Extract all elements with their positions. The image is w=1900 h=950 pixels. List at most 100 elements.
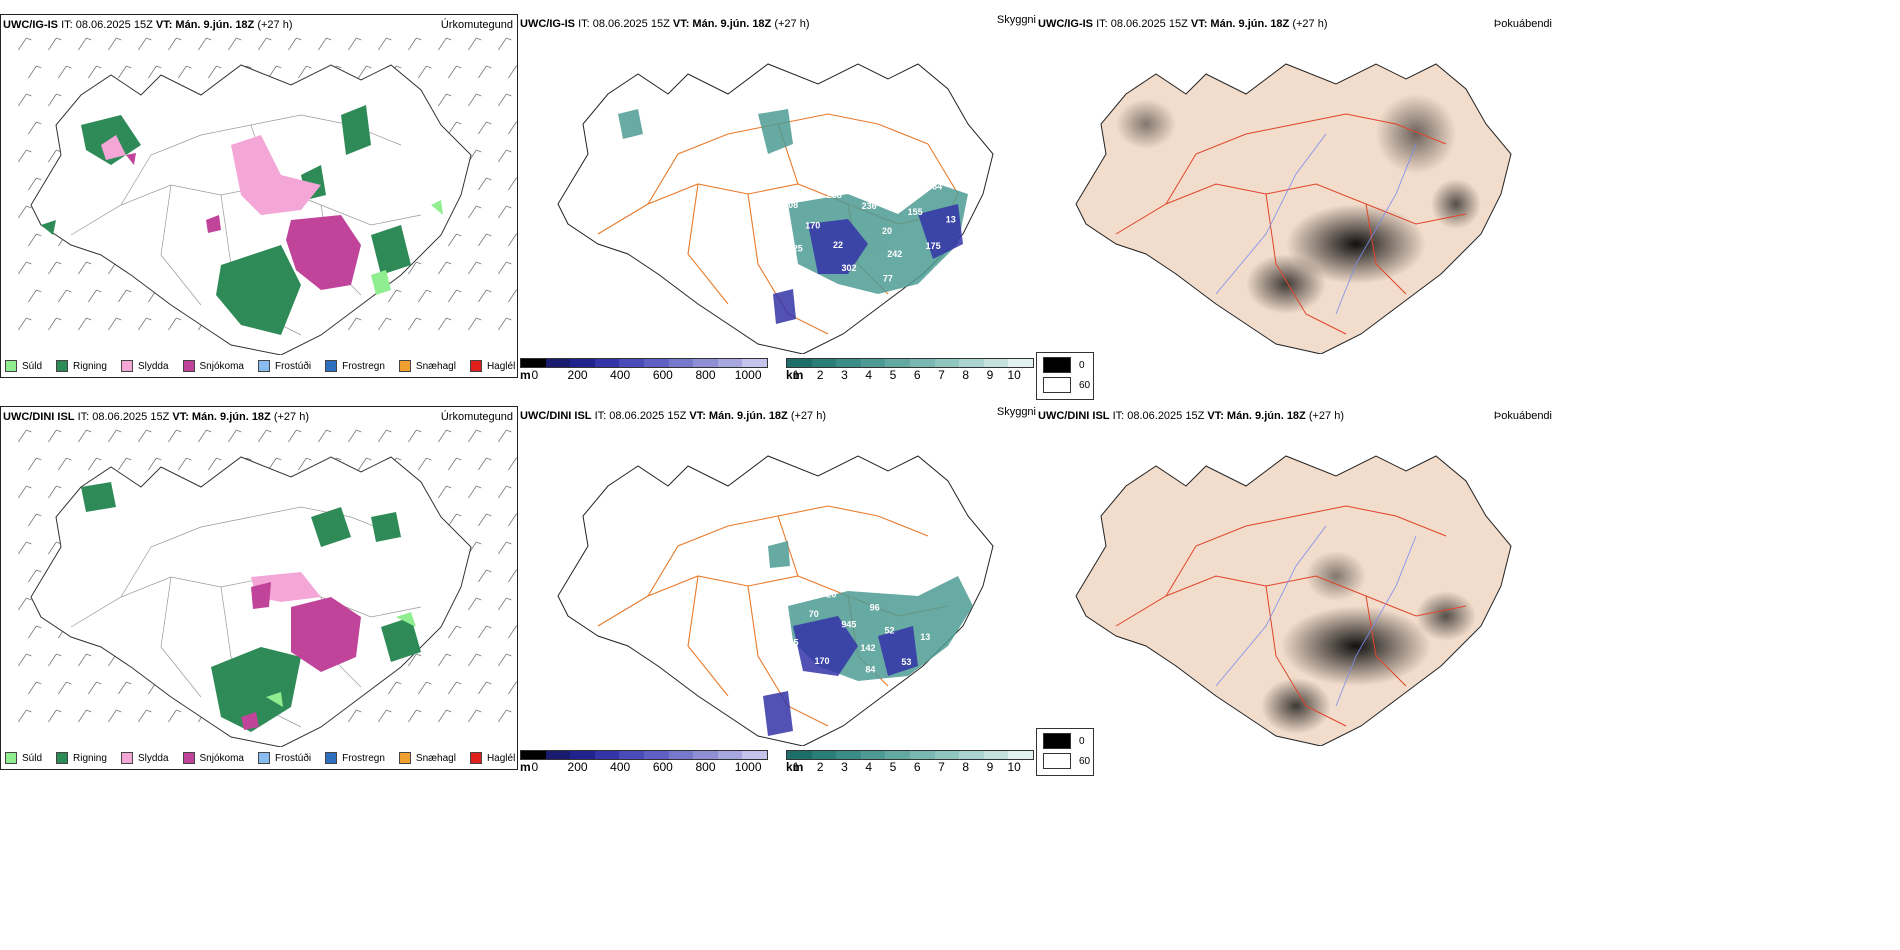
legend-label: Frostúði — [274, 752, 312, 764]
cloudbase-label: 89 — [853, 290, 863, 300]
wind-barb — [288, 37, 302, 51]
wind-barb — [498, 653, 512, 667]
colorbar-unit: m — [520, 760, 531, 774]
colorbar-tick: 0 — [531, 368, 539, 382]
legend-label: Haglél — [486, 752, 516, 764]
colorbar-cells — [786, 358, 1034, 368]
colorbar-cell — [693, 359, 718, 367]
cloudbase-label: 302 — [842, 263, 857, 273]
wind-barb — [18, 149, 32, 163]
cloudbase-colorbar: m 0 200 400 600 800 1000 — [520, 750, 768, 780]
cloudbase-label: 16 — [909, 679, 919, 689]
panel-title: UWC/IG-IS IT: 08.06.2025 15Z VT: Mán. 9.… — [1038, 18, 1328, 30]
wind-barb — [438, 317, 452, 331]
panel-variable-label: Úrkomutegund — [440, 411, 513, 423]
legend-swatch — [325, 752, 338, 764]
wind-barb — [78, 709, 92, 723]
colorbar-tick: 8 — [962, 760, 969, 774]
wind-barb — [438, 37, 452, 51]
fog-legend-swatch — [1043, 753, 1071, 769]
wind-barb — [178, 457, 192, 471]
fog-indicator-legend: 0 60 — [1036, 352, 1094, 400]
colorbar-tick: 4 — [865, 368, 872, 382]
colorbar-cell — [934, 359, 960, 367]
colorbar-tick: 600 — [652, 760, 673, 774]
legend-swatch — [182, 752, 195, 764]
cloudbase-label: 55 — [772, 659, 782, 669]
wind-barb — [448, 625, 462, 639]
wind-barb — [498, 597, 512, 611]
legend-label: Súld — [22, 360, 43, 372]
wind-barb — [448, 457, 462, 471]
colorbar-cell — [643, 751, 669, 759]
wind-barb — [408, 37, 422, 51]
legend-swatch — [120, 360, 133, 372]
colorbar-cell — [836, 751, 861, 759]
cloudbase-label: 6 — [788, 175, 793, 185]
cloudbase-label: 421 — [846, 169, 861, 179]
cloudbase-label: 125 — [788, 243, 803, 253]
wind-barb — [508, 65, 517, 79]
fog-legend-entry: 0 — [1043, 733, 1085, 749]
colorbar-cell — [836, 359, 861, 367]
river-network — [1215, 133, 1417, 315]
wind-barb — [358, 65, 372, 79]
legend-entry: Snjókoma — [182, 752, 244, 764]
wind-barb — [508, 513, 517, 527]
wind-barb — [358, 457, 372, 471]
wind-barb — [28, 233, 42, 247]
legend-swatch — [5, 752, 17, 764]
fog-legend-swatch — [1043, 377, 1071, 393]
cloudbase-label: 84 — [865, 664, 875, 674]
wind-barb — [78, 317, 92, 331]
colorbar-cell — [1008, 751, 1033, 759]
colorbar-cell — [668, 751, 694, 759]
cloudbase-label: 77 — [883, 274, 893, 284]
wind-barb — [498, 317, 512, 331]
legend-label: Slydda — [137, 360, 169, 372]
wind-barb — [498, 709, 512, 723]
wind-barb — [498, 37, 512, 51]
wind-barb — [228, 37, 242, 51]
wind-barb — [78, 653, 92, 667]
cloudbase-label: 60 — [861, 688, 871, 698]
colorbar-tick: 200 — [567, 368, 588, 382]
colorbar-cell — [909, 359, 935, 367]
colorbar-cell — [934, 751, 960, 759]
legend-swatch — [469, 752, 482, 764]
colorbar-tick: 7 — [938, 368, 945, 382]
legend-swatch — [56, 752, 69, 764]
colorbar-unit: km — [786, 760, 804, 774]
wind-barb — [228, 429, 242, 443]
wind-barb — [468, 261, 482, 275]
wind-barb — [438, 485, 452, 499]
wind-barb — [418, 681, 432, 695]
colorbar-tick: 6 — [913, 368, 921, 382]
wind-barb — [468, 709, 482, 723]
wind-barb — [18, 709, 32, 723]
legend-entry: Haglél — [469, 752, 516, 764]
river-network — [1215, 525, 1417, 707]
wind-barb — [468, 485, 482, 499]
legend-entry: Frostregn — [325, 752, 385, 764]
wind-barb — [408, 653, 422, 667]
legend-entry: Frostúði — [257, 360, 311, 372]
visibility-colorbar: km 1 2 3 4 5 6 7 8 9 10 — [786, 750, 1034, 780]
wind-barb — [348, 37, 362, 51]
wind-barb — [78, 261, 92, 275]
wind-barb — [418, 65, 432, 79]
colorbar-tick: 400 — [610, 760, 631, 774]
legend-entry: Slydda — [120, 752, 169, 764]
legend-label: Snjókoma — [199, 752, 244, 764]
precip-type-map — [18, 429, 517, 747]
wind-barb — [148, 457, 162, 471]
wind-barb — [478, 289, 492, 303]
panel-title: UWC/DINI ISL IT: 08.06.2025 15Z VT: Mán.… — [1038, 410, 1345, 422]
wind-barb — [78, 429, 92, 443]
wind-barb — [478, 681, 492, 695]
wind-barb — [438, 93, 452, 107]
wind-barb — [28, 121, 42, 135]
legend-label: Rigning — [73, 360, 107, 372]
legend-entry: Haglél — [469, 360, 515, 372]
wind-barb — [478, 513, 492, 527]
